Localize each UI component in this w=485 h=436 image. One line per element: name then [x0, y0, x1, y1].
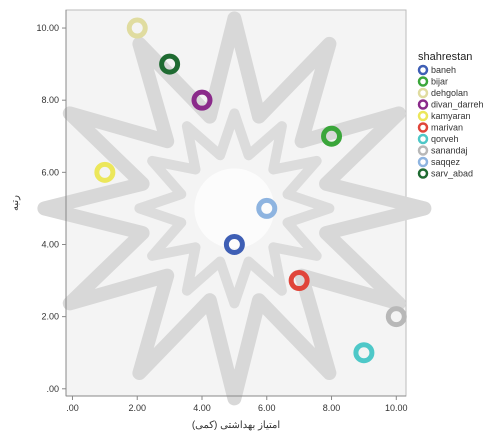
watermark-star-outer — [37, 11, 432, 406]
watermark-star-inner — [134, 108, 335, 309]
x-axis-ticks: .00 2.00 4.00 6.00 8.00 10.00 — [66, 396, 408, 413]
legend-swatch-sarv_abad — [417, 168, 429, 179]
point-sarv_abad — [159, 53, 181, 75]
legend-title: shahrestan — [418, 51, 472, 63]
x-axis-label: امتیاز بهداشتی (کمی) — [192, 420, 280, 431]
y-axis-ticks: .00 2.00 4.00 6.00 8.00 10.00 — [36, 23, 66, 394]
legend-label-bijar: bijar — [431, 77, 448, 87]
legend-swatch-dehgolan — [417, 87, 429, 99]
point-saqqez — [256, 197, 278, 219]
legend-label-dehgolan: dehgolan — [431, 88, 468, 98]
x-tick-label: 4.00 — [193, 403, 211, 413]
legend-label-divan_darreh: divan_darreh — [431, 100, 484, 110]
point-dehgolan — [126, 17, 148, 39]
point-qorveh — [353, 342, 375, 364]
y-tick-label: 4.00 — [41, 239, 59, 249]
y-tick-label: .00 — [46, 384, 59, 394]
point-divan_darreh — [191, 89, 213, 111]
x-tick-label: 6.00 — [258, 403, 276, 413]
point-kamyaran — [94, 161, 116, 183]
y-axis-label: رتبه — [10, 195, 21, 211]
legend-label-baneh: baneh — [431, 65, 456, 75]
y-tick-label: 2.00 — [41, 312, 59, 322]
legend-swatch-sanandaj — [417, 145, 429, 156]
legend-label-sanandaj: sanandaj — [431, 146, 468, 156]
x-tick-label: 8.00 — [323, 403, 341, 413]
legend-label-marivan: marivan — [431, 123, 463, 133]
data-points — [94, 17, 407, 364]
legend-label-kamyaran: kamyaran — [431, 111, 471, 121]
legend-swatch-saqqez — [417, 156, 429, 168]
legend-label-qorveh: qorveh — [431, 134, 459, 144]
point-bijar — [321, 125, 343, 147]
x-tick-label: .00 — [66, 403, 79, 413]
watermark-ornament — [37, 11, 432, 406]
point-sanandaj — [385, 306, 407, 328]
point-baneh — [223, 233, 245, 255]
legend-label-saqqez: saqqez — [431, 157, 461, 167]
x-tick-label: 2.00 — [128, 403, 146, 413]
watermark-center — [194, 168, 275, 249]
legend-label-sarv_abad: sarv_abad — [431, 169, 473, 179]
legend-swatch-divan_darreh — [417, 99, 429, 110]
point-marivan — [288, 270, 310, 292]
legend-swatch-bijar — [417, 76, 429, 87]
legend-swatch-kamyaran — [417, 110, 429, 122]
y-tick-label: 8.00 — [41, 95, 59, 105]
x-tick-label: 10.00 — [385, 403, 408, 413]
y-tick-label: 10.00 — [36, 23, 59, 33]
y-tick-label: 6.00 — [41, 167, 59, 177]
legend-swatch-baneh — [417, 64, 429, 76]
legend-swatch-marivan — [417, 122, 429, 133]
legend-swatch-qorveh — [417, 133, 429, 145]
